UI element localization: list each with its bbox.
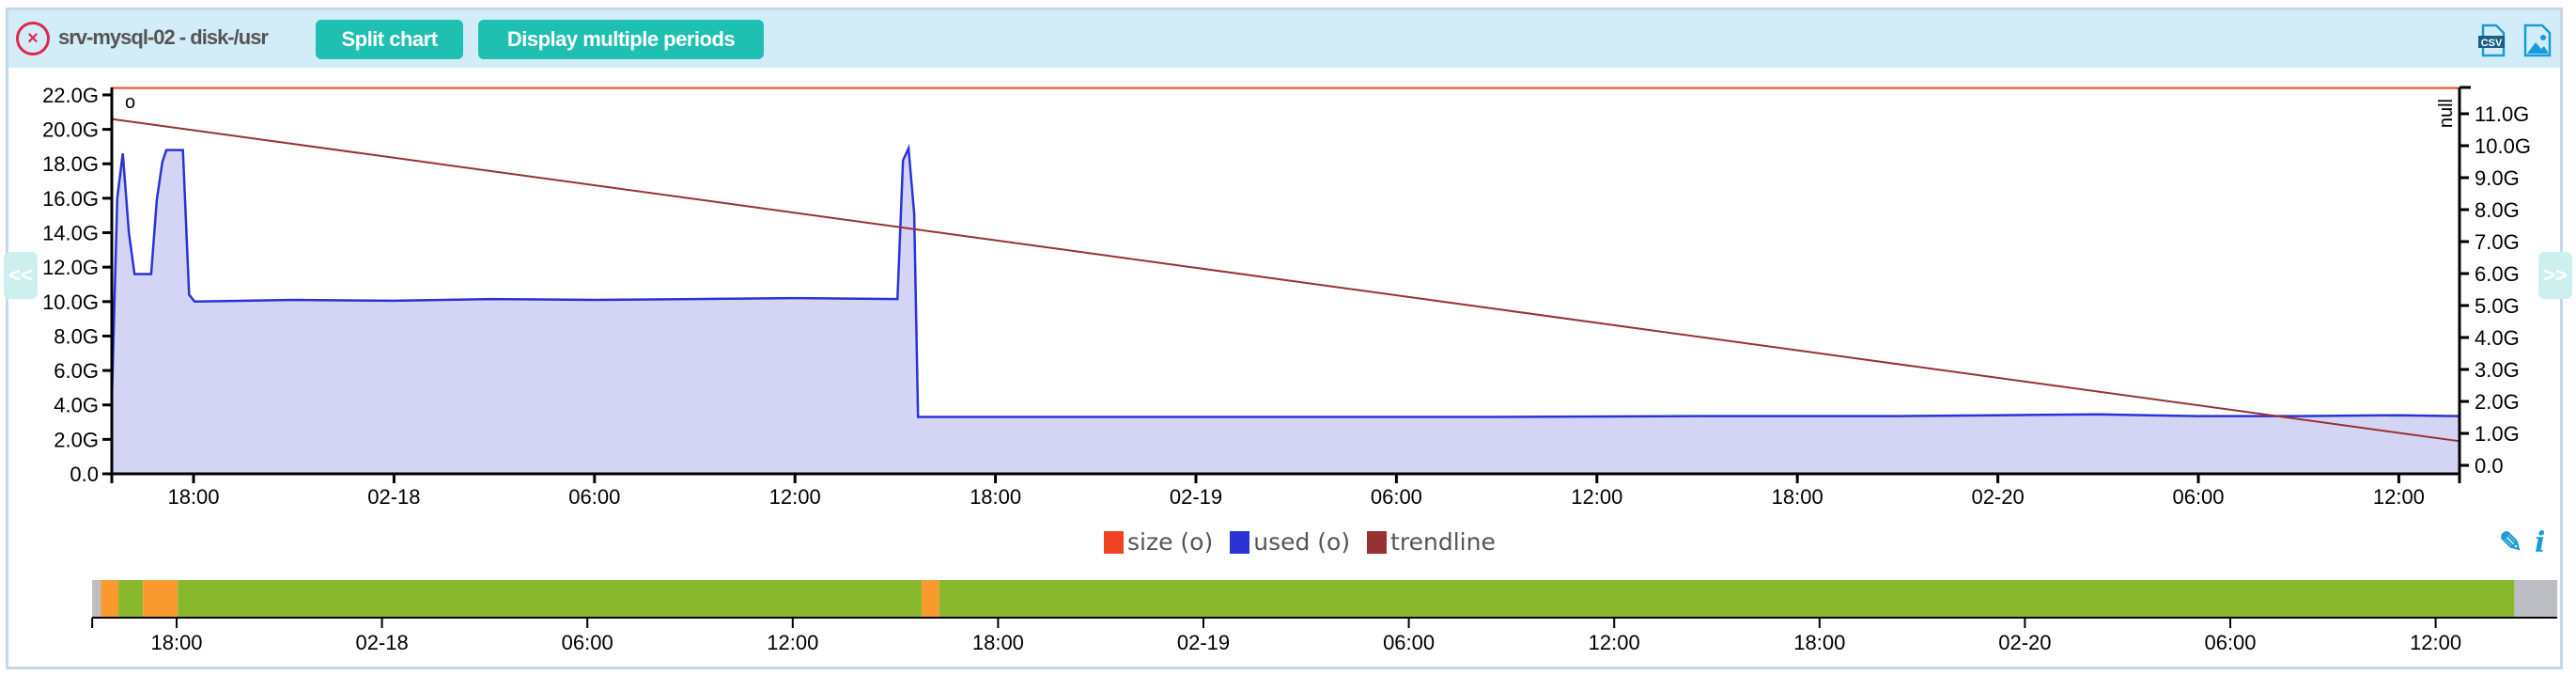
left-y-tick-label: 10.0G [42,290,99,314]
navigator-tick-label: 18:00 [1793,631,1845,654]
left-axis-label: o [125,92,135,113]
left-y-tick-label: 18.0G [42,152,99,176]
right-y-tick-label: 6.0G [2475,262,2520,286]
chart-header: × srv-mysql-02 - disk-/usr Split chart D… [8,10,2560,68]
x-tick-label: 12:00 [769,485,821,509]
right-y-tick-label: 8.0G [2475,198,2520,222]
legend-label: trendline [1390,528,1496,556]
right-y-tick-label: 7.0G [2475,230,2520,254]
left-y-tick-label: 20.0G [42,118,99,142]
right-axis-label: null [2436,99,2457,128]
left-y-tick-label: 2.0G [54,428,99,451]
navigator-segment-nodata [92,580,101,617]
right-y-tick-label: 5.0G [2475,294,2520,318]
split-chart-button[interactable]: Split chart [316,20,463,59]
left-y-tick-label: 16.0G [42,187,99,211]
navigator-tick-label: 06:00 [2204,631,2256,654]
next-period-button[interactable]: >> [2538,252,2572,299]
left-y-tick-label: 14.0G [42,222,99,245]
navigator-segment-ok [939,580,2515,617]
legend-item-trendline[interactable]: trendline [1367,528,1496,556]
left-y-tick-label: 12.0G [42,256,99,279]
right-y-tick-label: 2.0G [2475,390,2520,414]
right-y-tick-label: 1.0G [2475,422,2520,446]
x-tick-label: 12:00 [1571,485,1622,509]
legend-item-size[interactable]: size (o) [1104,528,1213,556]
navigator-tick-label: 06:00 [1383,631,1435,654]
used-line [110,143,2460,418]
navigator-segment-ok [178,580,923,617]
legend-label: size (o) [1127,528,1214,556]
x-tick-label: 18:00 [970,485,1021,509]
x-tick-label: 02-18 [367,485,420,509]
navigator-tick-label: 12:00 [1589,631,1640,654]
navigator-tick-label: 12:00 [2410,631,2461,654]
navigator-segment-nodata [2514,580,2557,617]
x-tick-label: 06:00 [2172,485,2224,509]
x-tick-label: 18:00 [1772,485,1823,509]
close-circle-icon[interactable]: × [16,22,50,55]
left-y-tick-label: 22.0G [42,84,99,107]
navigator-tick-label: 18:00 [150,631,202,654]
legend-label: used (o) [1253,528,1351,556]
previous-period-button[interactable]: << [4,252,38,299]
navigator-tick-label: 12:00 [767,631,818,654]
svg-text:CSV: CSV [2481,38,2503,49]
image-export-icon[interactable] [2522,24,2553,57]
chart-panel [6,8,2563,669]
navigator-tick-label: 02-18 [355,631,408,654]
x-tick-label: 06:00 [1371,485,1422,509]
left-y-tick-label: 6.0G [54,359,99,383]
navigator-tick-label: 06:00 [562,631,613,654]
trendline [111,118,2460,443]
legend: size (o) used (o) trendline [1104,528,1496,556]
navigator-segment-warning [101,580,119,617]
left-y-tick-label: 8.0G [54,324,99,348]
right-y-tick-label: 3.0G [2475,358,2520,382]
info-icon[interactable]: i [2535,526,2546,559]
x-tick-label: 06:00 [568,485,620,509]
pencil-icon[interactable]: ✎ [2499,527,2523,558]
right-y-tick-label: 11.0G [2475,102,2529,126]
size-swatch [1104,531,1124,554]
navigator-tick-label: 02-20 [1998,631,2051,654]
navigator-segment-warning [143,580,178,617]
x-tick-label: 18:00 [167,485,219,509]
right-y-tick-label: 9.0G [2475,166,2520,190]
navigator-segment-ok [118,580,144,617]
trendline-swatch [1367,531,1388,554]
right-y-tick-label: 4.0G [2475,326,2520,350]
chart-title: srv-mysql-02 - disk-/usr [58,25,269,49]
left-y-tick-label: 0.0 [70,463,99,486]
used-swatch [1230,531,1250,554]
navigator-segment-warning [922,580,939,617]
legend-item-used[interactable]: used (o) [1230,528,1350,556]
x-tick-label: 02-20 [1971,485,2024,509]
navigator-tick-label: 18:00 [972,631,1024,654]
right-y-tick-label: 0.0 [2475,454,2504,478]
x-tick-label: 12:00 [2373,485,2425,509]
display-multiple-periods-button[interactable]: Display multiple periods [478,20,764,59]
csv-export-icon[interactable]: CSV [2477,24,2507,57]
left-y-tick-label: 4.0G [54,394,99,417]
x-tick-label: 02-19 [1170,485,1222,509]
right-y-tick-label: 10.0G [2475,134,2531,158]
navigator-tick-label: 02-19 [1177,631,1230,654]
used-area [111,148,2460,475]
